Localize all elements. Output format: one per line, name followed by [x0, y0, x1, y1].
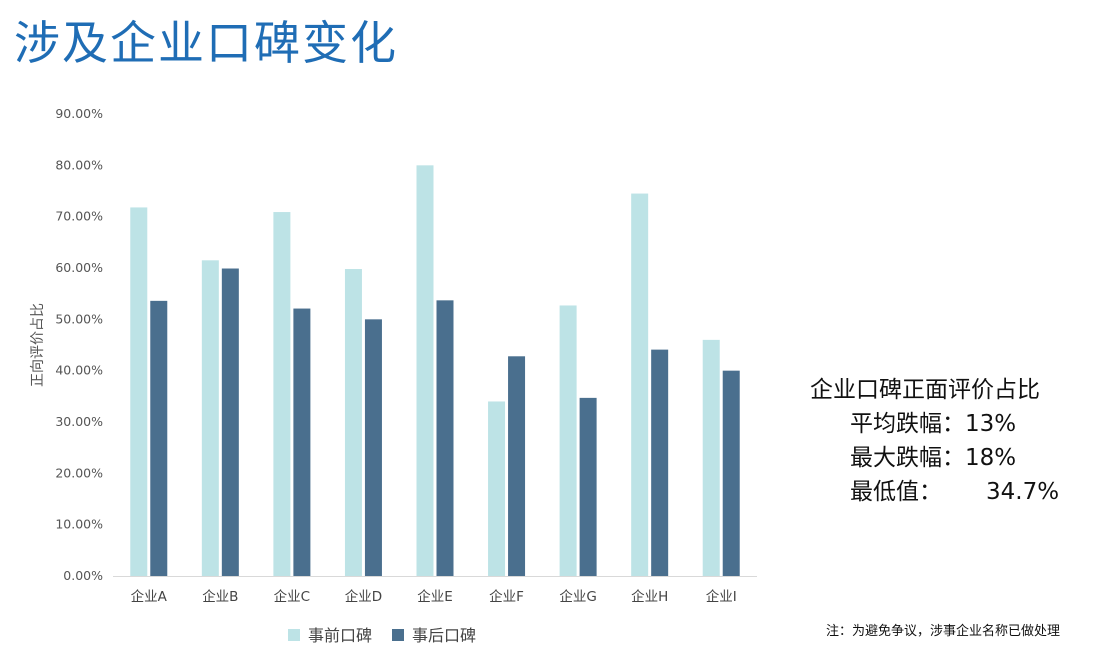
stats-title: 企业口碑正面评价占比 — [810, 377, 1040, 403]
bar-before-0 — [130, 207, 148, 576]
y-tick-label: 0.00% — [63, 568, 103, 583]
bar-after-4 — [436, 300, 454, 576]
footnote: 注：为避免争议，涉事企业名称已做处理 — [826, 624, 1061, 639]
stat-label: 平均跌幅： — [850, 411, 965, 437]
stat-value: 34.7% — [986, 479, 1060, 505]
x-tick-label: 企业D — [345, 588, 382, 605]
bar-after-0 — [150, 300, 168, 576]
bar-after-5 — [508, 356, 526, 576]
x-tick-label: 企业E — [417, 588, 453, 605]
bar-before-1 — [201, 260, 219, 576]
stat-row-avg-drop: 平均跌幅：13% — [850, 407, 1100, 441]
bar-after-8 — [722, 370, 740, 576]
page-title: 涉及企业口碑变化 — [14, 16, 398, 70]
stat-value: 18% — [965, 445, 1017, 471]
bar-after-1 — [221, 268, 239, 576]
x-tick-label: 企业F — [489, 588, 524, 605]
legend-swatch — [392, 629, 404, 641]
x-tick-label: 企业I — [706, 588, 737, 605]
bar-after-6 — [579, 397, 597, 576]
y-axis-label: 正向评价占比 — [30, 303, 46, 387]
legend-label: 事前口碑 — [308, 626, 372, 645]
bar-after-7 — [651, 349, 669, 576]
y-tick-label: 10.00% — [55, 517, 103, 532]
bar-after-3 — [364, 319, 382, 576]
stats-panel: 企业口碑正面评价占比 平均跌幅：13% 最大跌幅：18% 最低值： 34.7% — [810, 373, 1100, 509]
y-tick-label: 80.00% — [55, 157, 103, 172]
y-tick-label: 40.00% — [55, 363, 103, 378]
stat-row-max-drop: 最大跌幅：18% — [850, 441, 1100, 475]
x-tick-label: 企业H — [631, 588, 668, 605]
bar-before-5 — [488, 401, 506, 576]
y-tick-label: 90.00% — [55, 106, 103, 121]
bar-before-7 — [631, 193, 649, 577]
bar-before-8 — [702, 339, 720, 576]
stat-label: 最大跌幅： — [850, 445, 965, 471]
x-tick-label: 企业B — [202, 588, 238, 605]
legend-label: 事后口碑 — [412, 626, 476, 645]
y-tick-label: 20.00% — [55, 465, 103, 480]
stat-label: 最低值： — [850, 479, 942, 505]
y-tick-label: 70.00% — [55, 209, 103, 224]
bar-before-6 — [559, 305, 577, 576]
legend-swatch — [288, 629, 300, 641]
y-tick-label: 50.00% — [55, 311, 103, 326]
x-tick-label: 企业G — [559, 588, 596, 605]
stat-value: 13% — [965, 411, 1017, 437]
bar-before-2 — [273, 212, 291, 576]
y-tick-label: 60.00% — [55, 260, 103, 275]
x-tick-label: 企业C — [274, 588, 310, 605]
bar-before-4 — [416, 165, 434, 577]
stat-row-min-value: 最低值： 34.7% — [850, 475, 1100, 509]
bar-after-2 — [293, 308, 311, 576]
bar-before-3 — [344, 269, 362, 576]
x-tick-label: 企业A — [131, 588, 168, 605]
y-tick-label: 30.00% — [55, 414, 103, 429]
